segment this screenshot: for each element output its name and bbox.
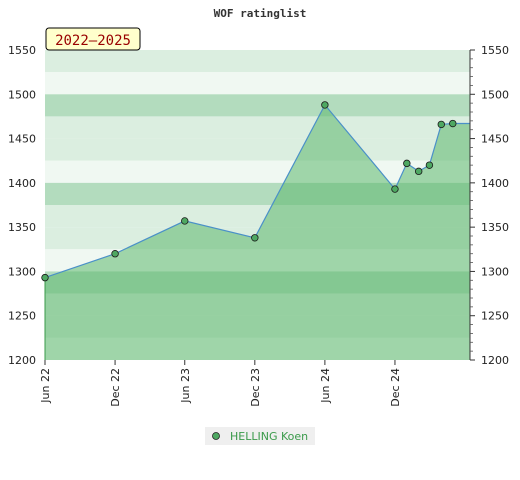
data-markers [41,101,457,282]
data-point [181,217,189,225]
x-tick-label: Dec 22 [109,368,122,407]
data-point [403,159,411,168]
y-tick-label-right: 1250 [481,310,509,323]
rating-area [45,104,470,361]
data-point [41,273,49,282]
period-badge: 2022–2025 [45,27,141,51]
y-tick-label-left: 1300 [8,265,36,278]
data-point [425,161,434,169]
y-tick-label-left: 1550 [8,44,36,57]
y-tick-label-right: 1450 [481,133,509,146]
y-tick-label-left: 1450 [8,133,36,146]
data-point [321,101,329,109]
x-tick-label: Jun 23 [179,368,192,404]
legend[interactable]: HELLING Koen [205,427,315,445]
x-tick-label: Jun 24 [319,368,332,404]
chart-title: WOF ratinglist [214,7,307,20]
y-tick-label-right: 1500 [481,88,509,101]
y-tick-label-left: 1500 [8,88,36,101]
grid-band [45,94,470,117]
y-tick-label-right: 1300 [481,265,509,278]
y-tick-label-left: 1200 [8,354,36,367]
legend-label: HELLING Koen [230,430,308,443]
legend-box [205,427,315,445]
data-point [391,185,399,193]
grid-band [45,116,470,139]
period-badge-label: 2022–2025 [55,33,131,49]
y-tick-label-left: 1250 [8,310,36,323]
x-tick-label: Dec 23 [249,368,262,407]
grid-band [45,72,470,95]
x-tick-label: Jun 22 [39,368,52,404]
axes: 1200 1200 1250 1250 1300 1300 1350 1350 1400 1400… [8,44,509,407]
data-point [449,119,457,128]
y-tick-label-right: 1400 [481,177,509,190]
grid-band [45,50,470,73]
y-tick-label-left: 1400 [8,177,36,190]
y-tick-label-right: 1350 [481,221,509,234]
rating-area-fill [45,104,470,361]
y-tick-label-left: 1350 [8,221,36,234]
data-point [251,234,259,242]
data-point [111,250,119,258]
legend-marker [212,432,220,440]
y-tick-label-right: 1550 [481,44,509,57]
y-tick-label-right: 1200 [481,354,509,367]
data-point [414,167,423,176]
data-point [437,120,445,129]
x-tick-label: Dec 24 [389,368,402,407]
grid-band [45,138,470,161]
